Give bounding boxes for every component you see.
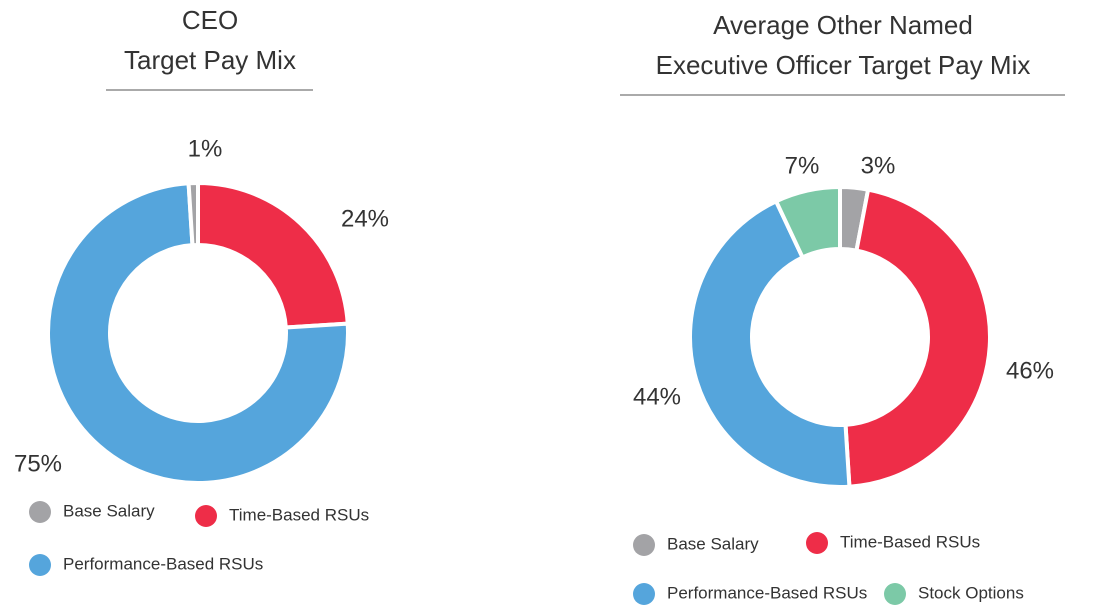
legend-swatch: [806, 532, 828, 554]
legend-swatch: [195, 505, 217, 527]
donut-slice: [688, 198, 852, 489]
legend-swatch: [633, 534, 655, 556]
legend-swatch: [633, 583, 655, 605]
legend-label: Performance-Based RSUs: [667, 583, 867, 602]
legend-swatch: [29, 554, 51, 576]
legend-label: Performance-Based RSUs: [63, 554, 263, 573]
legend-swatch: [884, 583, 906, 605]
donut-slice: [773, 184, 842, 261]
legend-label: Stock Options: [918, 583, 1024, 602]
legend-label: Time-Based RSUs: [840, 532, 980, 551]
chart-title: Executive Officer Target Pay Mix: [656, 50, 1031, 80]
legend-label: Time-Based RSUs: [229, 505, 369, 524]
chart-title: Average Other Named: [713, 10, 973, 40]
chart-title: CEO: [182, 5, 238, 35]
data-label: 75%: [14, 450, 62, 477]
chart-title: Target Pay Mix: [124, 45, 296, 75]
legend-label: Base Salary: [667, 534, 759, 553]
data-label: 7%: [785, 152, 820, 179]
data-label: 46%: [1006, 357, 1054, 384]
data-label: 24%: [341, 205, 389, 232]
legend-swatch: [29, 501, 51, 523]
legend-label: Base Salary: [63, 501, 155, 520]
data-label: 44%: [633, 383, 681, 410]
donut-slice: [46, 181, 350, 485]
donut-slice: [843, 187, 992, 489]
data-label: 3%: [861, 152, 896, 179]
donut-slice: [186, 180, 200, 248]
data-label: 1%: [188, 135, 223, 162]
donut-slice: [196, 180, 350, 330]
